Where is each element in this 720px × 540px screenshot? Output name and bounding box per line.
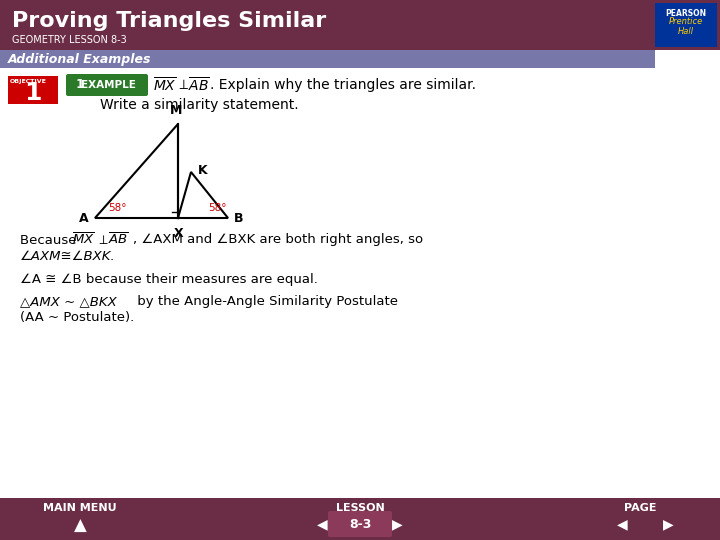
Text: EXAMPLE: EXAMPLE [81,80,135,90]
FancyBboxPatch shape [328,511,392,537]
Text: $\overline{MX}$: $\overline{MX}$ [72,232,95,248]
Text: ▶: ▶ [392,517,402,531]
Text: Proving Triangles Similar: Proving Triangles Similar [12,11,326,31]
Text: K: K [198,164,207,177]
FancyBboxPatch shape [66,74,148,96]
FancyBboxPatch shape [0,50,655,68]
Text: $\overline{AB}$: $\overline{AB}$ [108,232,129,248]
FancyBboxPatch shape [0,0,720,50]
Text: 58°: 58° [208,203,227,213]
Text: X: X [174,227,184,240]
Text: $\overline{AB}$: $\overline{AB}$ [188,76,210,94]
Text: by the Angle-Angle Similarity Postulate: by the Angle-Angle Similarity Postulate [133,295,398,308]
Text: A: A [79,212,89,225]
Text: ▲: ▲ [73,517,86,535]
Text: ◀: ◀ [318,517,328,531]
Text: 58°: 58° [108,203,127,213]
Text: M: M [170,104,182,117]
FancyBboxPatch shape [8,76,58,104]
Text: Prentice: Prentice [669,17,703,26]
Text: Because: Because [20,233,81,246]
Text: $\perp$: $\perp$ [176,78,189,92]
Text: ∠AXM≅∠BXK.: ∠AXM≅∠BXK. [20,251,116,264]
Text: 1: 1 [24,81,42,105]
Text: Additional Examples: Additional Examples [8,52,151,65]
Text: ▶: ▶ [662,517,673,531]
Text: MAIN MENU: MAIN MENU [43,503,117,513]
Text: PAGE: PAGE [624,503,656,513]
Text: ◀: ◀ [617,517,627,531]
Text: Write a similarity statement.: Write a similarity statement. [100,98,299,112]
Text: ∠A ≅ ∠B because their measures are equal.: ∠A ≅ ∠B because their measures are equal… [20,273,318,286]
Text: OBJECTIVE: OBJECTIVE [10,79,47,84]
Text: (AA ~ Postulate).: (AA ~ Postulate). [20,312,134,325]
Text: △AMX ~ △BKX: △AMX ~ △BKX [20,295,117,308]
Text: 8-3: 8-3 [348,517,372,530]
Text: PEARSON: PEARSON [665,9,706,17]
Text: . Explain why the triangles are similar.: . Explain why the triangles are similar. [210,78,476,92]
Text: GEOMETRY LESSON 8-3: GEOMETRY LESSON 8-3 [12,35,127,45]
FancyBboxPatch shape [655,3,717,47]
Text: 1: 1 [76,78,85,91]
Text: $\overline{MX}$: $\overline{MX}$ [153,76,176,94]
Text: LESSON: LESSON [336,503,384,513]
FancyBboxPatch shape [0,498,720,540]
Text: $\perp$: $\perp$ [96,233,109,246]
Text: B: B [234,212,243,225]
Text: , ∠AXM and ∠BXK are both right angles, so: , ∠AXM and ∠BXK are both right angles, s… [133,233,423,246]
Text: Hall: Hall [678,26,694,36]
